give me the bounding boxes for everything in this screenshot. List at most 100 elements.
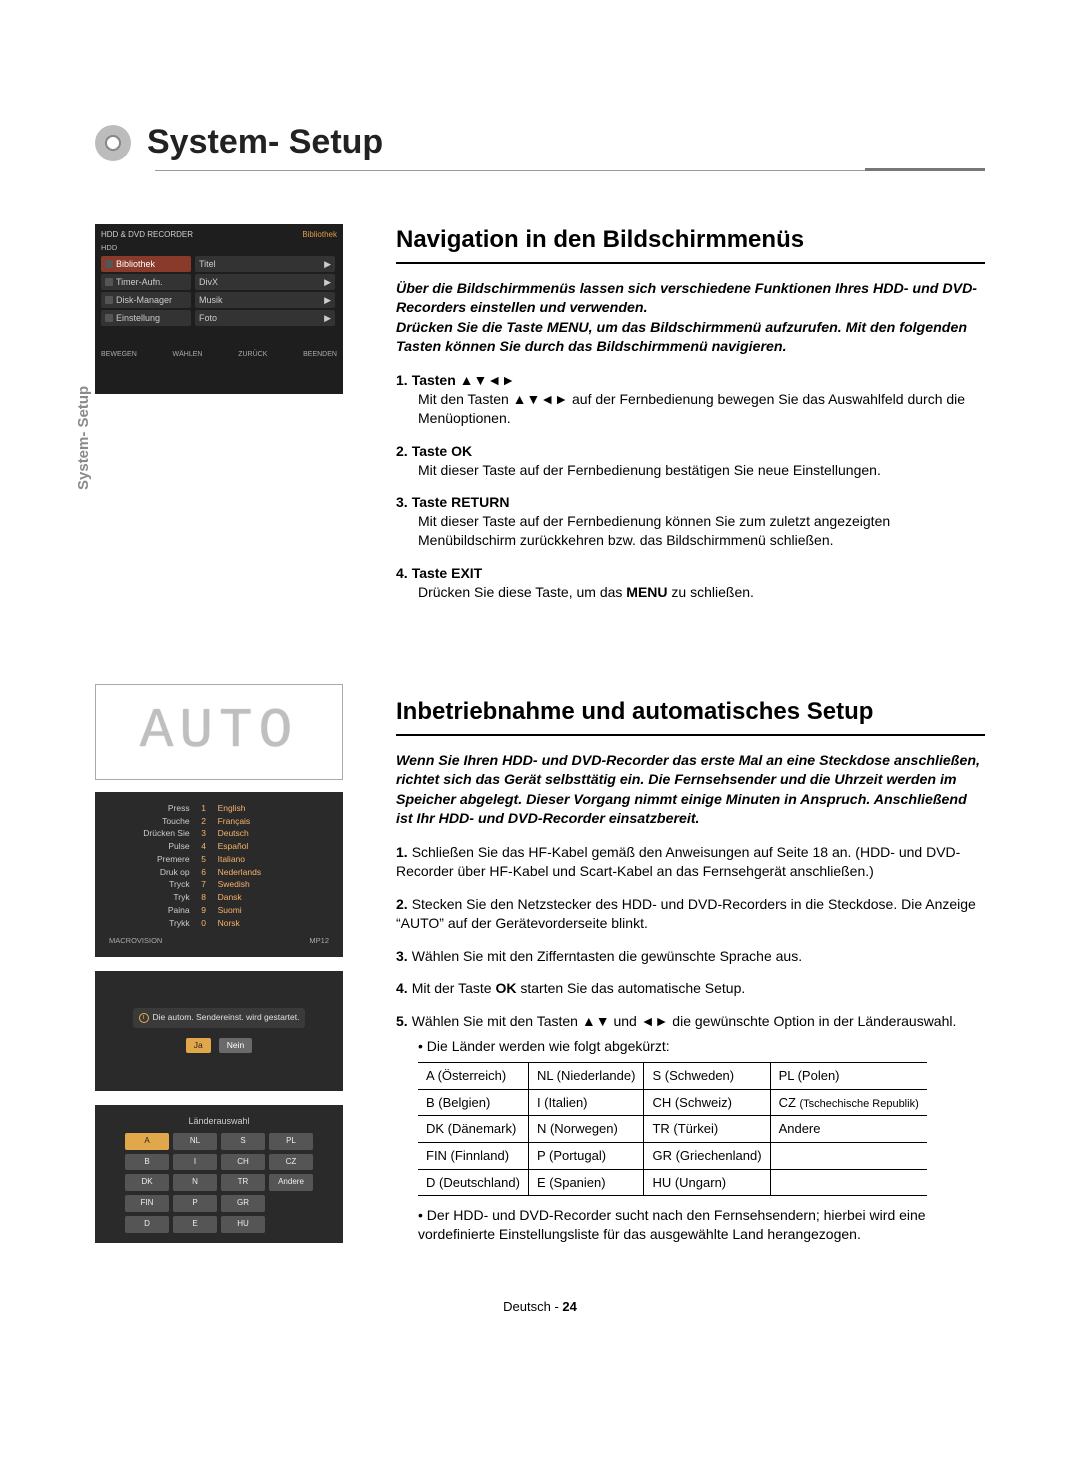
list-item: 2.Taste OK Mit dieser Taste auf der Fern… (396, 442, 985, 480)
country-cell: NL (Niederlande) (528, 1063, 644, 1090)
country-cell: Andere (770, 1116, 927, 1143)
country-cell: FIN (Finnland) (418, 1143, 528, 1170)
page-footer: Deutsch - 24 (95, 1298, 985, 1316)
list-item: 5.Wählen Sie mit den Tasten ▲▼ und ◄► di… (396, 1012, 985, 1244)
country-cell: P (Portugal) (528, 1143, 644, 1170)
osd1-left-item: Einstellung (101, 310, 191, 326)
country-cell: E (Spanien) (528, 1169, 644, 1196)
osd4-cell: TR (221, 1174, 265, 1191)
osd4-cell: D (125, 1216, 169, 1233)
table-row: D (Deutschland)E (Spanien)HU (Ungarn) (418, 1169, 927, 1196)
section1-list: 1.Tasten ▲▼◄► Mit den Tasten ▲▼◄► auf de… (396, 371, 985, 602)
osd4-cell: B (125, 1154, 169, 1171)
lang-row: Tryck7Swedish (109, 878, 329, 891)
section1-heading: Navigation in den Bildschirmmenüs (396, 224, 985, 264)
bullet: Die Länder werden wie folgt abgekürzt: (418, 1037, 985, 1056)
osd4-cell: Andere (269, 1174, 313, 1191)
lang-row: Tryk8Dansk (109, 891, 329, 904)
table-row: B (Belgien)I (Italien)CH (Schweiz)CZ (Ts… (418, 1089, 927, 1116)
country-cell: D (Deutschland) (418, 1169, 528, 1196)
list-item: 2.Stecken Sie den Netzstecker des HDD- u… (396, 895, 985, 933)
country-cell (770, 1143, 927, 1170)
osd1-right-item: Foto▶ (195, 310, 335, 326)
page-title: System- Setup (147, 120, 383, 166)
country-cell: CH (Schweiz) (644, 1089, 770, 1116)
osd1-header: HDD & DVD RECORDER (101, 230, 193, 241)
osd4-cell: FIN (125, 1195, 169, 1212)
osd4-cell: GR (221, 1195, 265, 1212)
country-cell: A (Österreich) (418, 1063, 528, 1090)
section2-steps: 1.Schließen Sie das HF-Kabel gemäß den A… (396, 843, 985, 1244)
osd2-footer-l: MACROVISION (109, 935, 162, 946)
section2-heading: Inbetriebnahme und automatisches Setup (396, 696, 985, 736)
country-table: A (Österreich)NL (Niederlande)S (Schwede… (418, 1062, 927, 1196)
lang-row: Trykk0Norsk (109, 917, 329, 930)
lang-row: Druk op6Nederlands (109, 866, 329, 879)
osd4-cell: CH (221, 1154, 265, 1171)
table-row: FIN (Finnland)P (Portugal)GR (Griechenla… (418, 1143, 927, 1170)
lang-row: Premere5Italiano (109, 853, 329, 866)
osd4-cell: S (221, 1133, 265, 1150)
bullet: Der HDD- und DVD-Recorder sucht nach den… (418, 1206, 985, 1244)
section1-intro: Über die Bildschirmmenüs lassen sich ver… (396, 280, 985, 357)
osd4-cell: DK (125, 1174, 169, 1191)
country-cell: CZ (Tschechische Republik) (770, 1089, 927, 1116)
country-cell (770, 1169, 927, 1196)
osd4-cell: HU (221, 1216, 265, 1233)
osd1-right-item: Musik▶ (195, 292, 335, 308)
osd1-left-item: Timer-Aufn. (101, 274, 191, 290)
osd-country-select: Länderauswahl ANLSPLBICHCZDKNTRAndereFIN… (95, 1105, 343, 1243)
osd1-right-item: Titel▶ (195, 256, 335, 272)
list-item: 3.Wählen Sie mit den Zifferntasten die g… (396, 947, 985, 966)
country-cell: S (Schweden) (644, 1063, 770, 1090)
country-cell: B (Belgien) (418, 1089, 528, 1116)
country-cell: I (Italien) (528, 1089, 644, 1116)
section2-intro: Wenn Sie Ihren HDD- und DVD-Recorder das… (396, 752, 985, 829)
osd-library-menu: HDD & DVD RECORDER Bibliothek HDD Biblio… (95, 224, 343, 394)
lang-row: Press1English (109, 802, 329, 815)
country-cell: DK (Dänemark) (418, 1116, 528, 1143)
osd1-footer: ZURÜCK (238, 350, 267, 359)
osd4-cell: E (173, 1216, 217, 1233)
list-item: 1.Tasten ▲▼◄► Mit den Tasten ▲▼◄► auf de… (396, 371, 985, 428)
osd1-sub: HDD (101, 243, 337, 253)
osd1-left-item: Bibliothek (101, 256, 191, 272)
list-item: 1.Schließen Sie das HF-Kabel gemäß den A… (396, 843, 985, 881)
table-row: A (Österreich)NL (Niederlande)S (Schwede… (418, 1063, 927, 1090)
country-cell: PL (Polen) (770, 1063, 927, 1090)
osd1-footer: WÄHLEN (173, 350, 203, 359)
osd3-no: Nein (219, 1038, 252, 1053)
country-cell: GR (Griechenland) (644, 1143, 770, 1170)
osd1-right-item: DivX▶ (195, 274, 335, 290)
lang-row: Pulse4Español (109, 840, 329, 853)
info-icon: i (139, 1013, 149, 1023)
lang-row: Paina9Suomi (109, 904, 329, 917)
osd1-footer: BEWEGEN (101, 350, 137, 359)
osd1-left-item: Disk-Manager (101, 292, 191, 308)
lang-row: Drücken Sie3Deutsch (109, 827, 329, 840)
osd-language-select: Press1EnglishTouche2FrançaisDrücken Sie3… (95, 792, 343, 957)
osd4-cell: P (173, 1195, 217, 1212)
osd4-cell: I (173, 1154, 217, 1171)
table-row: DK (Dänemark)N (Norwegen)TR (Türkei)Ande… (418, 1116, 927, 1143)
lang-row: Touche2Français (109, 815, 329, 828)
list-item: 4.Taste EXIT Drücken Sie diese Taste, um… (396, 564, 985, 602)
front-display-auto: AUTO (95, 684, 343, 780)
osd1-footer: BEENDEN (303, 350, 337, 359)
side-tab: System- Setup (74, 386, 94, 490)
country-cell: HU (Ungarn) (644, 1169, 770, 1196)
osd-confirm-dialog: i Die autom. Sendereinst. wird gestartet… (95, 971, 343, 1091)
osd2-footer-r: MP12 (309, 935, 329, 946)
list-item: 4.Mit der Taste OK starten Sie das autom… (396, 979, 985, 998)
osd3-msg: Die autom. Sendereinst. wird gestartet. (153, 1012, 300, 1023)
osd4-title: Länderauswahl (188, 1115, 249, 1127)
osd4-cell: A (125, 1133, 169, 1150)
osd3-yes: Ja (186, 1038, 211, 1053)
country-cell: N (Norwegen) (528, 1116, 644, 1143)
osd4-cell: NL (173, 1133, 217, 1150)
osd4-cell: CZ (269, 1154, 313, 1171)
osd4-cell: PL (269, 1133, 313, 1150)
osd1-header-right: Bibliothek (302, 230, 337, 241)
list-item: 3.Taste RETURN Mit dieser Taste auf der … (396, 493, 985, 550)
disc-icon (95, 125, 131, 161)
